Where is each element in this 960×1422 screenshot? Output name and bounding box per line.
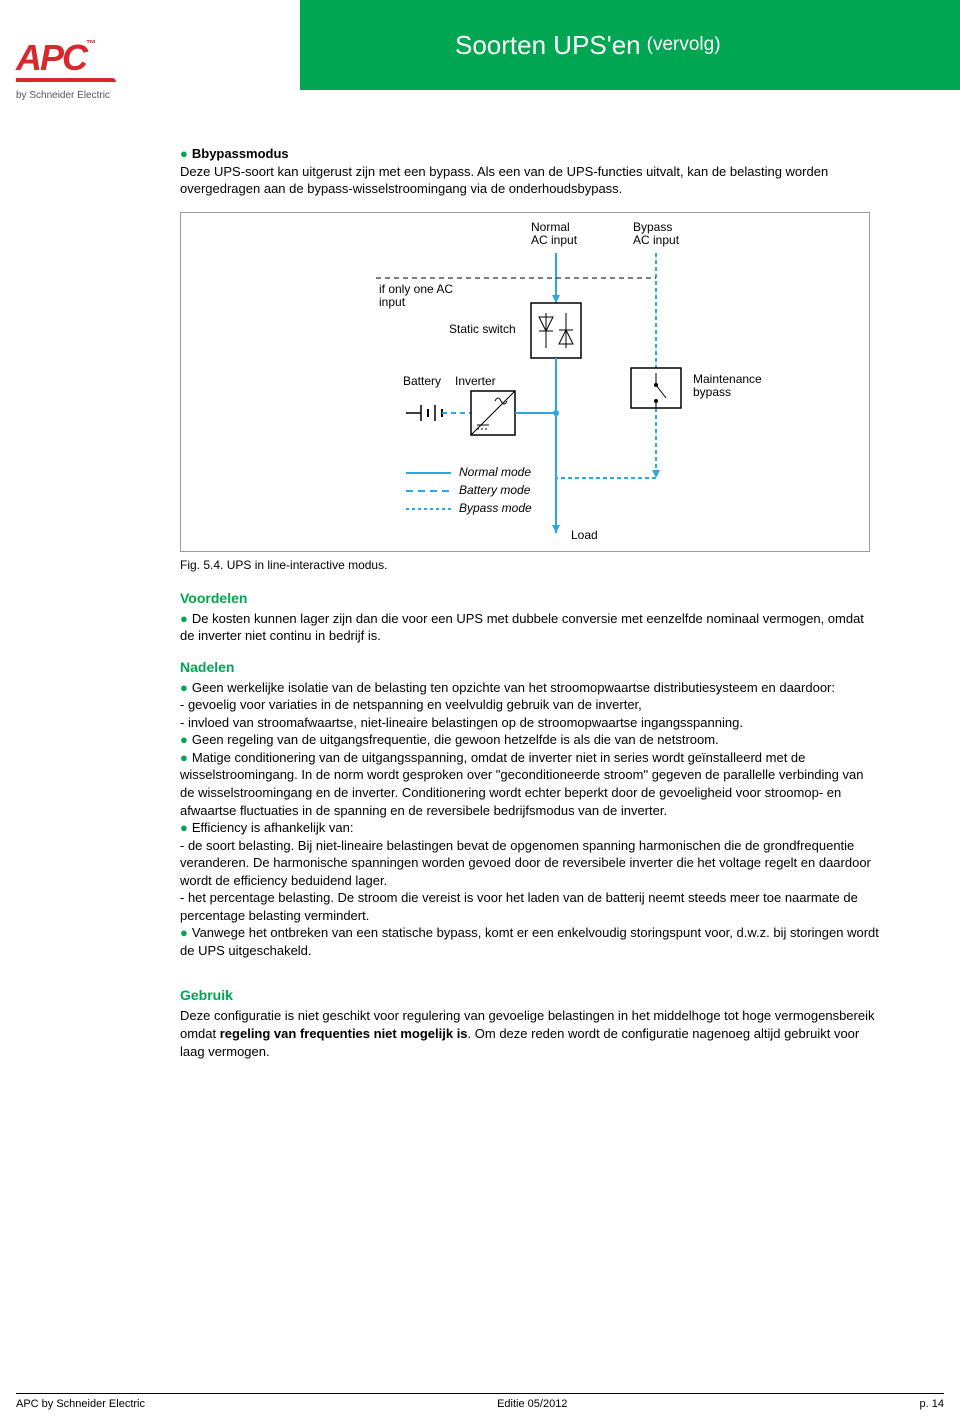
voordelen-item1: ●De kosten kunnen lager zijn dan die voo… bbox=[180, 610, 880, 645]
label-static-switch: Static switch bbox=[449, 323, 516, 336]
label-battery: Battery bbox=[403, 375, 441, 388]
nadelen-heading: Nadelen bbox=[180, 659, 880, 675]
intro-block: ● Bbypassmodus Deze UPS-soort kan uitgeru… bbox=[180, 145, 880, 198]
page-header-band: Soorten UPS'en (vervolg) bbox=[300, 0, 960, 90]
voordelen-heading: Voordelen bbox=[180, 590, 880, 606]
schneider-byline: by Schneider Electric bbox=[16, 90, 146, 101]
page-content: ● Bbypassmodus Deze UPS-soort kan uitgeru… bbox=[180, 145, 880, 1060]
label-maint-bypass: Maintenance bypass bbox=[693, 373, 762, 399]
bullet-icon: ● bbox=[180, 732, 188, 747]
brand-logo: APC™ by Schneider Electric bbox=[16, 40, 146, 101]
page-subtitle: (vervolg) bbox=[647, 34, 721, 56]
nadelen-body: ●Geen werkelijke isolatie van de belasti… bbox=[180, 679, 880, 960]
apc-underline bbox=[16, 78, 116, 82]
figure-caption: Fig. 5.4. UPS in line-interactive modus. bbox=[180, 558, 880, 572]
ups-diagram: Normal AC input Bypass AC input if only … bbox=[180, 212, 870, 552]
bullet-icon: ● bbox=[180, 820, 188, 835]
bullet-icon: ● bbox=[180, 680, 188, 695]
label-normal-ac: Normal AC input bbox=[531, 221, 577, 247]
gebruik-text: Deze configuratie is niet geschikt voor … bbox=[180, 1007, 880, 1060]
intro-heading: Bbypassmodus bbox=[192, 146, 289, 161]
footer-center: Editie 05/2012 bbox=[497, 1398, 567, 1410]
page-title: Soorten UPS'en bbox=[455, 30, 641, 61]
label-load: Load bbox=[571, 529, 598, 542]
label-battery-mode: Battery mode bbox=[459, 484, 530, 497]
apc-wordmark: APC™ bbox=[16, 40, 146, 76]
intro-text: Deze UPS-soort kan uitgerust zijn met ee… bbox=[180, 164, 828, 197]
label-normal-mode: Normal mode bbox=[459, 466, 531, 479]
footer-left: APC by Schneider Electric bbox=[16, 1398, 145, 1410]
bullet-icon: ● bbox=[180, 925, 188, 940]
page-footer: APC by Schneider Electric Editie 05/2012… bbox=[16, 1393, 944, 1410]
label-inverter: Inverter bbox=[455, 375, 496, 388]
footer-right: p. 14 bbox=[920, 1398, 944, 1410]
label-bypass-mode: Bypass mode bbox=[459, 502, 532, 515]
label-if-only-one: if only one AC input bbox=[379, 283, 453, 309]
label-bypass-ac: Bypass AC input bbox=[633, 221, 679, 247]
bullet-icon: ● bbox=[180, 750, 188, 765]
bullet-icon: ● bbox=[180, 611, 188, 626]
bullet-icon: ● bbox=[180, 146, 188, 161]
gebruik-heading: Gebruik bbox=[180, 987, 880, 1003]
